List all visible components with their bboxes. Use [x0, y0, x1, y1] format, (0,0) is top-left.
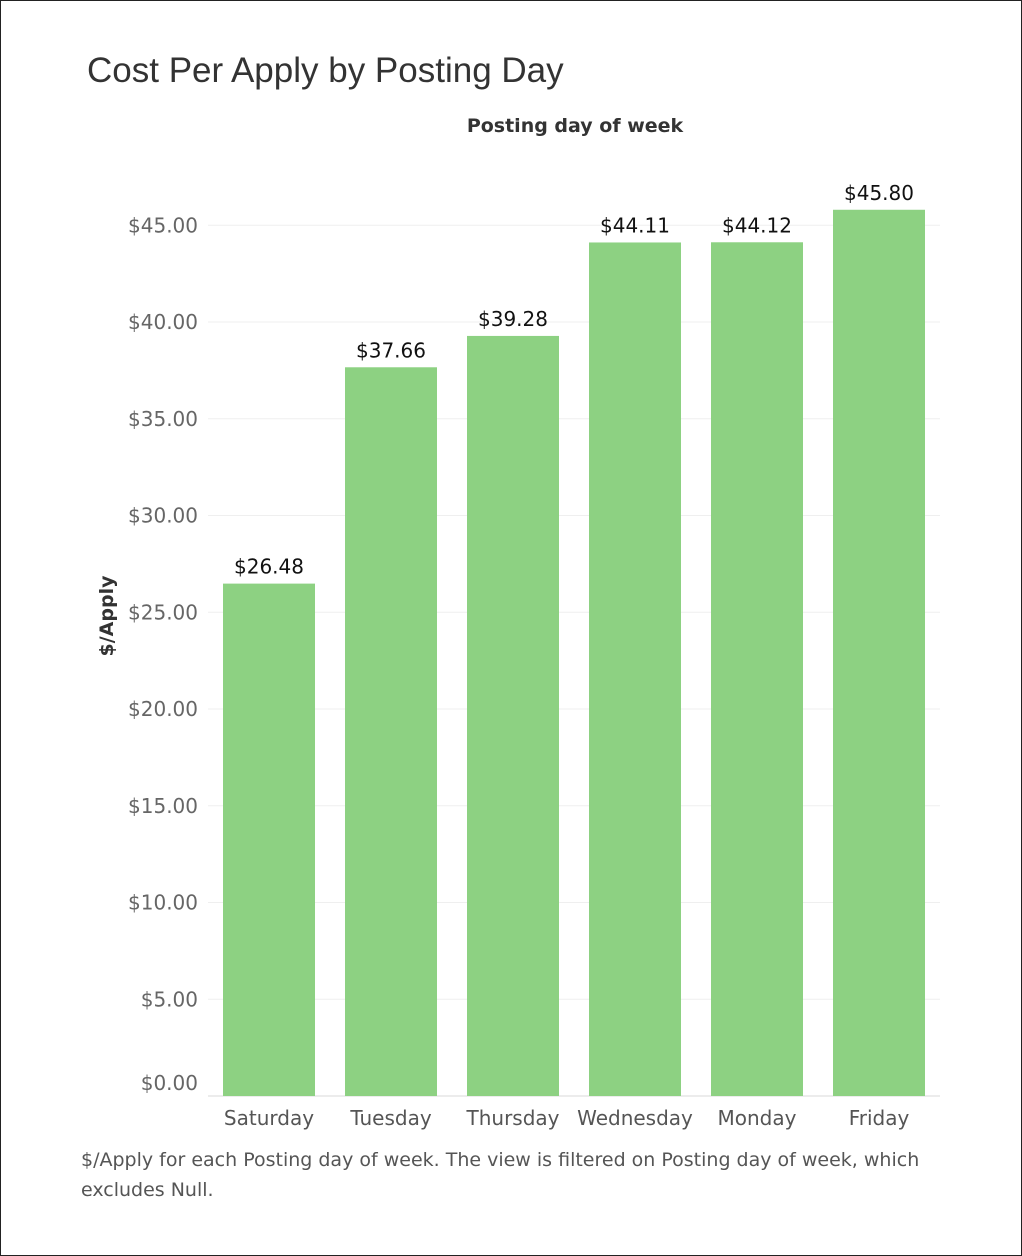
x-tick-label: Wednesday [577, 1106, 693, 1130]
y-tick-label: $10.00 [128, 891, 198, 915]
x-tick-label: Tuesday [349, 1106, 432, 1130]
bar [223, 583, 315, 1096]
data-label: $44.11 [600, 213, 670, 237]
y-tick-label: $25.00 [128, 600, 198, 624]
y-tick-label: $15.00 [128, 794, 198, 818]
bar [711, 242, 803, 1096]
data-label: $26.48 [234, 555, 304, 579]
y-tick-label: $5.00 [141, 987, 198, 1011]
y-tick-label: $35.00 [128, 407, 198, 431]
bar [345, 367, 437, 1096]
column-header: Posting day of week [467, 115, 684, 137]
chart-title: Cost Per Apply by Posting Day [87, 51, 564, 90]
y-tick-label: $0.00 [141, 1071, 198, 1095]
bar [467, 335, 559, 1096]
x-tick-label: Monday [718, 1106, 797, 1130]
x-tick-label: Thursday [466, 1106, 560, 1130]
data-label: $44.12 [722, 213, 792, 237]
y-tick-label: $30.00 [128, 504, 198, 528]
y-tick-label: $20.00 [128, 697, 198, 721]
x-tick-label: Saturday [224, 1106, 314, 1130]
x-tick-label: Friday [849, 1106, 910, 1130]
bar [833, 209, 925, 1096]
data-label: $39.28 [478, 307, 548, 331]
data-label: $45.80 [844, 181, 914, 205]
y-tick-label: $45.00 [128, 213, 198, 237]
data-label: $37.66 [356, 338, 426, 362]
y-tick-label: $40.00 [128, 310, 198, 334]
bar [589, 242, 681, 1096]
y-axis-title: $/Apply [96, 575, 118, 657]
chart-caption: $/Apply for each Posting day of week. Th… [81, 1149, 920, 1201]
